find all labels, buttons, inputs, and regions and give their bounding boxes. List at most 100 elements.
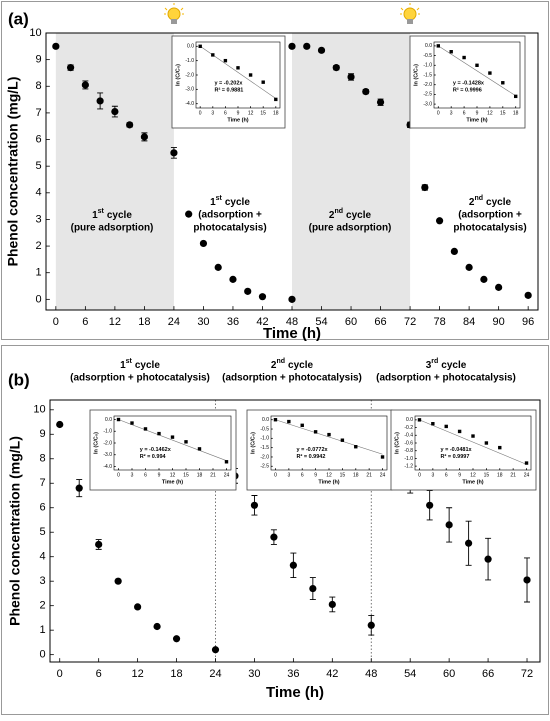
x-tick-label: 42 (326, 668, 338, 680)
y-tick-label: -3.0 (103, 452, 112, 458)
x-tick-label: 18 (197, 472, 203, 478)
inset-point (498, 445, 502, 450)
x-tick-label: 24 (224, 472, 230, 478)
inset-x-title: Time (h) (466, 117, 487, 123)
inset-x-title: Time (h) (227, 117, 248, 123)
y-tick-label: -0.4 (404, 433, 413, 439)
inset-point (431, 422, 435, 426)
y-tick-label: 1 (35, 267, 41, 279)
data-point (484, 555, 492, 563)
annotation-suffix: rd (431, 358, 438, 365)
x-tick-label: 9 (314, 472, 317, 478)
annotation-line: (adsorption + (458, 210, 522, 221)
y-tick-label: -4.0 (103, 464, 112, 470)
inset-point (484, 441, 489, 445)
annotation: 1st cycle (210, 195, 250, 208)
x-tick-label: 0 (274, 472, 277, 478)
inset-y-title: ln (C/C₀) (175, 64, 181, 86)
data-point (436, 217, 444, 225)
x-tick-label: 84 (463, 316, 475, 328)
data-point (258, 293, 267, 301)
inset-point (300, 423, 304, 428)
x-tick-label: 18 (513, 110, 519, 116)
data-point (67, 64, 75, 72)
inset-point (457, 429, 462, 434)
inset-point (313, 430, 318, 434)
data-point (288, 295, 296, 303)
data-point (56, 420, 64, 429)
inset-point (354, 445, 358, 449)
data-point (362, 87, 370, 96)
x-axis-title: Time (h) (263, 325, 321, 342)
annotation-ordinal: 1 (92, 210, 98, 221)
y-tick-label: 6 (39, 502, 45, 514)
fit-equation: y = -0.0772x (297, 447, 329, 453)
x-tick-label: 54 (404, 668, 416, 680)
y-tick-label: -1.0 (185, 58, 194, 64)
y-tick-label: -2.5 (260, 464, 269, 470)
y-tick-label: 2 (39, 600, 45, 612)
data-point (332, 64, 340, 72)
annotation-word: cycle (288, 360, 313, 371)
x-tick-label: 24 (524, 472, 530, 478)
inset-box (171, 35, 286, 129)
data-point (450, 247, 458, 256)
annotation-line: (adsorption + photocatalysis) (376, 373, 516, 384)
x-tick-label: 12 (487, 110, 493, 116)
x-tick-label: 72 (521, 668, 533, 680)
data-point (376, 98, 385, 106)
x-tick-label: 9 (476, 110, 479, 116)
x-tick-label: 24 (168, 316, 180, 328)
inset-y-title: ln (C/C₀) (93, 432, 99, 454)
y-tick-label: -1.5 (423, 72, 432, 78)
x-tick-label: 15 (500, 110, 506, 116)
annotation: 1st cycle (120, 358, 160, 371)
y-tick-label: 0 (39, 649, 45, 661)
y-tick-label: 0.0 (425, 43, 432, 49)
annotation: 3rd cycle (426, 358, 467, 371)
fit-r2: R² = 0.994 (140, 453, 167, 460)
y-tick-label: 8 (35, 80, 41, 92)
inset-x-title: Time (h) (162, 479, 183, 485)
x-tick-label: 42 (256, 316, 268, 328)
inset-y-title: ln (C/C₀) (394, 432, 400, 454)
x-tick-label: 60 (345, 316, 357, 328)
inset-point (380, 455, 385, 459)
inset-point (287, 419, 291, 424)
inset-point (501, 81, 505, 85)
x-tick-label: 6 (82, 316, 88, 328)
data-point (95, 540, 103, 549)
x-tick-label: 3 (450, 110, 453, 116)
inset-point (223, 58, 228, 63)
x-tick-label: 48 (286, 316, 298, 328)
y-tick-label: 4 (35, 187, 41, 199)
inset-point (488, 71, 492, 75)
y-tick-label: -1.0 (103, 429, 112, 435)
annotation: 2nd cycle (271, 358, 314, 371)
inset-point (157, 431, 161, 436)
x-tick-label: 9 (237, 110, 240, 116)
annotation-word: cycle (135, 360, 160, 371)
y-tick-label: -2.0 (423, 82, 432, 88)
y-tick-label: -2.0 (103, 440, 112, 446)
data-point (288, 42, 296, 50)
y-tick-label: 10 (29, 27, 41, 39)
annotation-ordinal: 1 (210, 197, 216, 208)
x-tick-label: 21 (210, 472, 216, 478)
data-point (270, 533, 278, 541)
inset-point (327, 432, 331, 437)
y-tick-label: -0.2 (404, 425, 413, 431)
inset-point (116, 417, 121, 422)
x-tick-label: 0 (199, 110, 202, 116)
inset-x-title: Time (h) (462, 479, 483, 485)
annotation-word: cycle (346, 210, 371, 221)
y-tick-label: 9 (39, 428, 45, 440)
x-tick-label: 78 (433, 316, 445, 328)
y-tick-label: 5 (35, 160, 41, 172)
annotation-ordinal: 1 (120, 360, 126, 371)
x-axis-title: Time (h) (266, 684, 324, 701)
x-tick-label: 0 (418, 472, 421, 478)
data-point (114, 577, 122, 585)
fit-r2: R² = 0.9942 (297, 453, 326, 460)
